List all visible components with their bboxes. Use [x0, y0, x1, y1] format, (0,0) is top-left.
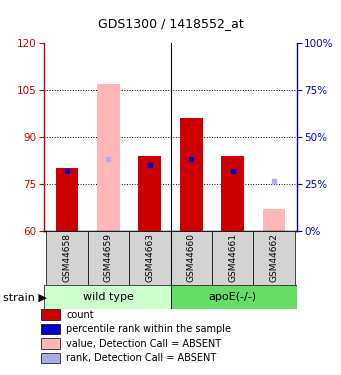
Text: GSM44659: GSM44659 [104, 233, 113, 282]
Text: GSM44658: GSM44658 [63, 233, 72, 282]
Bar [44, 285, 170, 309]
Bar [46, 231, 88, 285]
Bar [253, 231, 295, 285]
Text: wild type: wild type [83, 292, 134, 302]
Text: GSM44663: GSM44663 [145, 233, 154, 282]
Text: GSM44662: GSM44662 [269, 233, 278, 282]
Text: strain ▶: strain ▶ [3, 292, 47, 302]
Text: GDS1300 / 1418552_at: GDS1300 / 1418552_at [98, 17, 243, 30]
Bar [88, 231, 129, 285]
Bar [41, 324, 60, 334]
Text: apoE(-/-): apoE(-/-) [208, 292, 257, 302]
Bar [180, 118, 203, 231]
Bar [170, 285, 297, 309]
Bar [212, 231, 253, 285]
Bar [41, 309, 60, 320]
Text: rank, Detection Call = ABSENT: rank, Detection Call = ABSENT [66, 353, 217, 363]
Text: percentile rank within the sample: percentile rank within the sample [66, 324, 232, 334]
Bar [129, 231, 170, 285]
Bar [221, 156, 244, 231]
Bar [170, 231, 212, 285]
Text: value, Detection Call = ABSENT: value, Detection Call = ABSENT [66, 339, 222, 348]
Text: GSM44661: GSM44661 [228, 233, 237, 282]
Bar [97, 84, 120, 231]
Text: GSM44660: GSM44660 [187, 233, 196, 282]
Bar [41, 352, 60, 363]
Bar [56, 168, 78, 231]
Bar [41, 338, 60, 349]
Bar [263, 209, 285, 231]
Bar [138, 156, 161, 231]
Text: count: count [66, 310, 94, 320]
